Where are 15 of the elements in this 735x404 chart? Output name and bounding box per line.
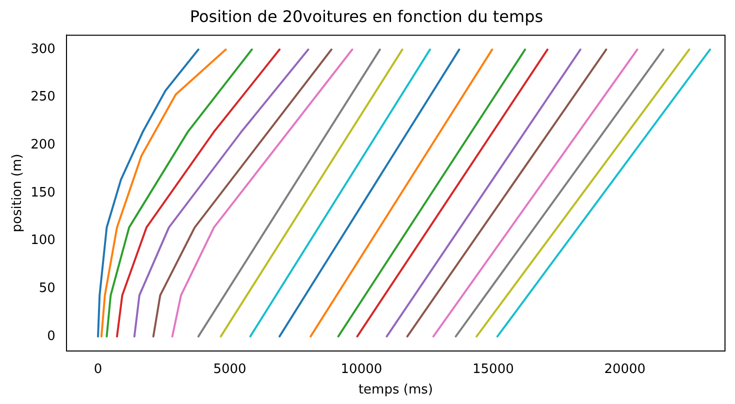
x-axis-title: temps (ms) <box>358 382 433 398</box>
y-tick-label: 100 <box>30 233 56 248</box>
y-tick-label: 0 <box>47 328 56 344</box>
x-tick-label: 0 <box>94 362 102 377</box>
x-tick-label: 10000 <box>340 362 382 377</box>
x-tick-label: 15000 <box>472 362 514 377</box>
y-axis-title: position (m) <box>10 154 26 232</box>
y-tick-label: 300 <box>30 42 56 57</box>
x-tick-label: 5000 <box>213 362 246 377</box>
chart-title: Position de 20voitures en fonction du temps <box>190 6 544 26</box>
y-tick-label: 50 <box>38 281 56 296</box>
y-tick-label: 200 <box>30 138 56 153</box>
x-tick-label: 20000 <box>604 362 646 377</box>
y-tick-label: 150 <box>30 185 56 200</box>
y-tick-label: 250 <box>30 90 56 105</box>
